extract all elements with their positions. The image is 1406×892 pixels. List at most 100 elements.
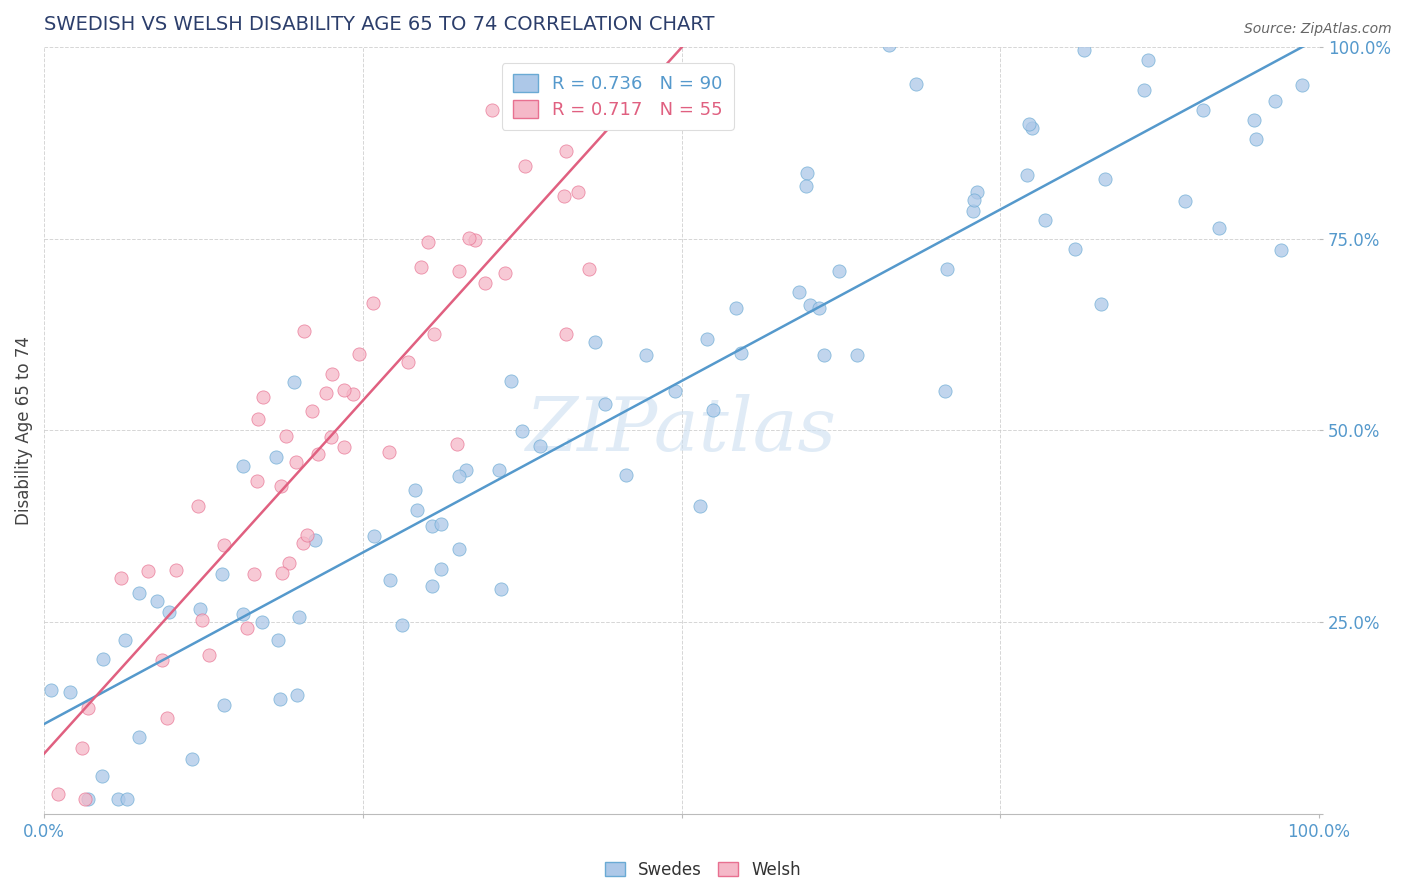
Legend: R = 0.736   N = 90, R = 0.717   N = 55: R = 0.736 N = 90, R = 0.717 N = 55 bbox=[502, 63, 734, 130]
Point bbox=[267, 632, 290, 647]
Point bbox=[474, 276, 496, 290]
Point bbox=[513, 159, 536, 173]
Point bbox=[593, 397, 616, 411]
Point bbox=[905, 77, 928, 91]
Point bbox=[70, 741, 93, 756]
Point bbox=[297, 528, 319, 542]
Point bbox=[77, 701, 100, 715]
Point bbox=[404, 483, 426, 497]
Point bbox=[378, 573, 401, 587]
Point bbox=[935, 262, 957, 277]
Point bbox=[1244, 132, 1267, 146]
Point bbox=[1243, 112, 1265, 127]
Text: Source: ZipAtlas.com: Source: ZipAtlas.com bbox=[1244, 22, 1392, 37]
Point bbox=[284, 454, 307, 468]
Point bbox=[553, 189, 575, 203]
Point bbox=[962, 203, 984, 218]
Point bbox=[232, 607, 254, 621]
Point bbox=[583, 334, 606, 349]
Point bbox=[276, 429, 298, 443]
Point bbox=[115, 792, 138, 806]
Point bbox=[1133, 83, 1156, 97]
Point bbox=[391, 617, 413, 632]
Point bbox=[333, 440, 356, 454]
Point bbox=[1208, 221, 1230, 235]
Point bbox=[271, 566, 294, 581]
Point bbox=[304, 533, 326, 547]
Point bbox=[269, 691, 291, 706]
Point bbox=[636, 349, 658, 363]
Point bbox=[877, 38, 900, 53]
Point bbox=[39, 682, 62, 697]
Point bbox=[212, 538, 235, 552]
Legend: Swedes, Welsh: Swedes, Welsh bbox=[599, 855, 807, 884]
Point bbox=[211, 567, 233, 582]
Point bbox=[136, 565, 159, 579]
Point bbox=[75, 792, 97, 806]
Point bbox=[567, 185, 589, 199]
Point bbox=[963, 193, 986, 207]
Point bbox=[277, 556, 299, 570]
Point bbox=[796, 166, 818, 180]
Point bbox=[1270, 24, 1292, 38]
Point bbox=[396, 355, 419, 369]
Point bbox=[270, 479, 292, 493]
Point bbox=[315, 386, 337, 401]
Point bbox=[1094, 171, 1116, 186]
Point bbox=[91, 652, 114, 666]
Point bbox=[287, 688, 309, 702]
Point bbox=[1017, 169, 1039, 183]
Point bbox=[446, 437, 468, 451]
Point bbox=[243, 567, 266, 582]
Point bbox=[845, 347, 868, 361]
Point bbox=[287, 610, 309, 624]
Point bbox=[59, 685, 82, 699]
Point bbox=[77, 792, 100, 806]
Point bbox=[813, 348, 835, 362]
Point bbox=[578, 262, 600, 277]
Point bbox=[1270, 243, 1292, 257]
Point bbox=[430, 516, 453, 531]
Point bbox=[510, 424, 533, 438]
Point bbox=[464, 233, 486, 247]
Point bbox=[187, 499, 209, 513]
Point bbox=[411, 260, 433, 274]
Point bbox=[481, 103, 503, 117]
Point bbox=[146, 594, 169, 608]
Point bbox=[107, 792, 129, 806]
Point bbox=[614, 467, 637, 482]
Point bbox=[342, 387, 364, 401]
Point bbox=[361, 296, 384, 310]
Point bbox=[696, 332, 718, 346]
Text: ZIPatlas: ZIPatlas bbox=[526, 394, 837, 467]
Point bbox=[128, 586, 150, 600]
Point bbox=[416, 235, 439, 249]
Point bbox=[488, 463, 510, 477]
Point bbox=[157, 605, 180, 619]
Point bbox=[807, 301, 830, 316]
Point bbox=[1264, 94, 1286, 108]
Point bbox=[1230, 24, 1253, 38]
Point bbox=[180, 752, 202, 766]
Point bbox=[235, 621, 257, 635]
Point bbox=[529, 439, 551, 453]
Point bbox=[501, 374, 523, 388]
Point bbox=[1192, 103, 1215, 117]
Point bbox=[250, 615, 273, 630]
Point bbox=[155, 711, 177, 725]
Point bbox=[405, 503, 427, 517]
Point bbox=[458, 231, 481, 245]
Point bbox=[246, 412, 269, 426]
Point bbox=[447, 469, 470, 483]
Point bbox=[1018, 117, 1040, 131]
Point bbox=[1164, 24, 1187, 38]
Point bbox=[188, 602, 211, 616]
Point bbox=[292, 324, 315, 338]
Point bbox=[333, 383, 356, 397]
Point bbox=[1033, 213, 1056, 227]
Point bbox=[1021, 120, 1043, 135]
Point bbox=[252, 390, 274, 404]
Point bbox=[664, 384, 686, 398]
Point bbox=[191, 613, 214, 627]
Point bbox=[307, 447, 329, 461]
